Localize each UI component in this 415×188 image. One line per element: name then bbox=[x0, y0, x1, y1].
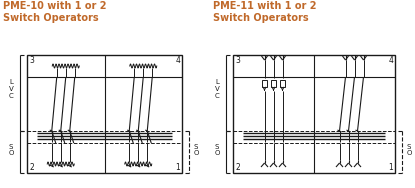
Bar bbox=[262, 80, 267, 86]
Bar bbox=[271, 80, 276, 86]
Text: 3: 3 bbox=[29, 56, 34, 65]
Text: S
O: S O bbox=[193, 144, 199, 156]
Text: 1: 1 bbox=[388, 163, 393, 172]
Text: 2: 2 bbox=[29, 163, 34, 172]
Text: L
V
C: L V C bbox=[9, 80, 13, 99]
Text: S
O: S O bbox=[214, 144, 220, 156]
Text: 3: 3 bbox=[235, 56, 240, 65]
Text: PME-10 with 1 or 2
Switch Operators: PME-10 with 1 or 2 Switch Operators bbox=[3, 1, 107, 23]
Text: L
V
C: L V C bbox=[215, 80, 220, 99]
Bar bbox=[280, 80, 285, 86]
Text: S
O: S O bbox=[8, 144, 14, 156]
Text: PME-11 with 1 or 2
Switch Operators: PME-11 with 1 or 2 Switch Operators bbox=[213, 1, 317, 23]
Bar bbox=[233, 55, 395, 173]
Text: 1: 1 bbox=[175, 163, 180, 172]
Bar bbox=[27, 55, 182, 173]
Text: 4: 4 bbox=[388, 56, 393, 65]
Text: 4: 4 bbox=[175, 56, 180, 65]
Text: 2: 2 bbox=[235, 163, 240, 172]
Text: S
O: S O bbox=[406, 144, 412, 156]
